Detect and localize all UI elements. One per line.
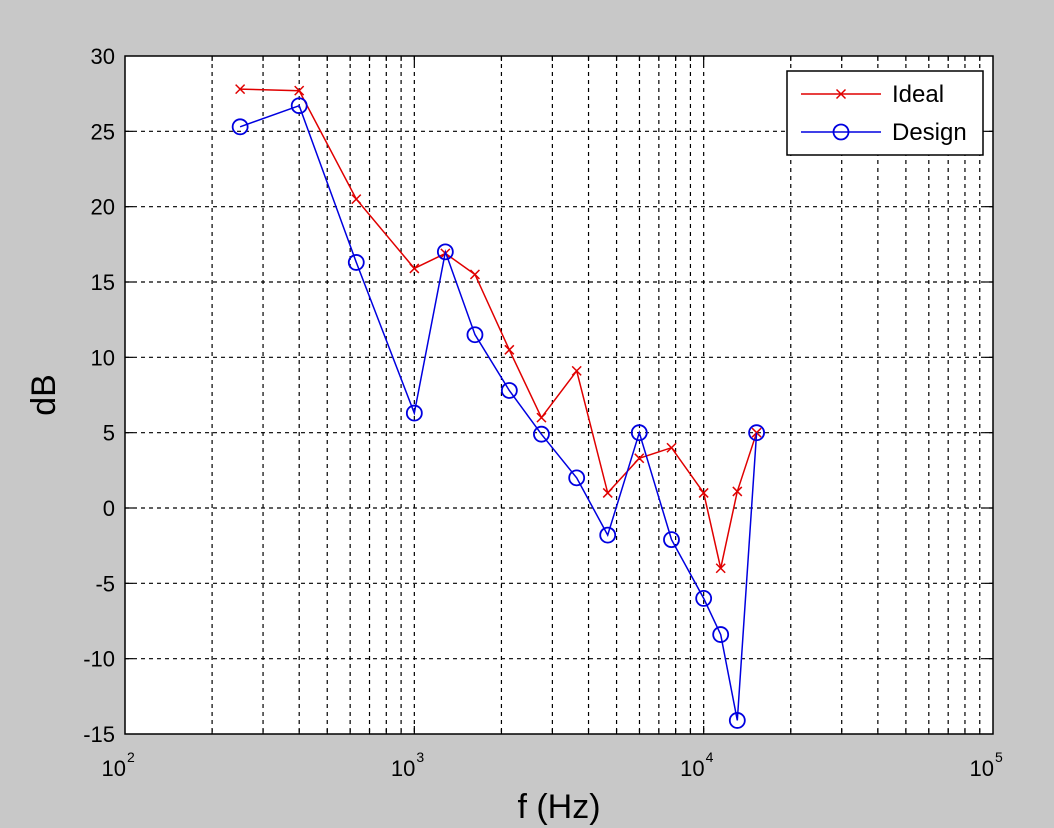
point-design — [290, 97, 308, 115]
y-tick-label: -5 — [95, 571, 115, 596]
series-line-design — [239, 104, 758, 721]
legend-label-ideal: Ideal — [892, 81, 944, 108]
point-ideal — [351, 194, 362, 205]
point-design — [347, 254, 365, 271]
point-design — [436, 243, 454, 261]
y-tick-label: 25 — [91, 119, 115, 144]
x-tick-label: 10 4 — [680, 749, 713, 781]
point-design — [405, 404, 423, 422]
x-tick-label: 10 2 — [102, 749, 135, 781]
x-tick-label: 10 5 — [970, 749, 1003, 781]
point-ideal — [698, 487, 709, 498]
x-axis-title: f (Hz) — [517, 788, 600, 826]
point-design — [663, 531, 680, 549]
point-design — [533, 425, 550, 443]
point-ideal — [666, 442, 677, 453]
legend-marker-ideal — [835, 88, 847, 100]
point-ideal — [634, 453, 645, 464]
y-tick-label: 0 — [103, 496, 115, 521]
point-design — [568, 469, 586, 487]
legend-marker-design — [832, 123, 850, 141]
point-design — [599, 526, 617, 544]
x-tick-label-exponent: 4 — [706, 749, 714, 765]
y-tick-labels: 30 25 20 15 10 5 0 -5 -10 -15 — [83, 44, 115, 747]
point-ideal — [409, 263, 420, 274]
point-ideal — [504, 344, 515, 355]
y-tick-label: 5 — [103, 421, 115, 446]
series-layer — [231, 84, 766, 729]
point-design — [630, 424, 648, 442]
x-tick-label-exponent: 3 — [416, 749, 424, 765]
point-ideal — [715, 563, 726, 574]
x-tick-label-base: 10 — [970, 756, 994, 781]
tick-marks — [125, 56, 993, 734]
legend: Ideal Design — [786, 70, 984, 156]
point-ideal — [294, 85, 305, 96]
series-line-ideal — [240, 88, 758, 569]
x-tick-labels: 10 2 10 3 10 4 10 5 — [102, 749, 1003, 781]
x-tick-label-exponent: 5 — [995, 749, 1003, 765]
legend-entry-ideal: Ideal — [801, 81, 944, 108]
point-design — [500, 382, 518, 399]
x-tick-label: 10 3 — [391, 749, 424, 781]
point-ideal — [732, 486, 743, 497]
point-ideal — [469, 269, 480, 280]
y-axis-title: dB — [25, 374, 63, 416]
grid — [125, 56, 993, 734]
point-design — [695, 590, 713, 607]
x-tick-label-base: 10 — [102, 756, 126, 781]
legend-label-design: Design — [892, 119, 967, 146]
point-design — [748, 424, 766, 442]
y-tick-label: 20 — [91, 195, 115, 220]
series-design — [231, 97, 766, 729]
point-ideal — [536, 412, 547, 423]
x-tick-label-base: 10 — [391, 756, 415, 781]
point-ideal — [751, 427, 762, 438]
y-tick-label: 15 — [91, 270, 115, 295]
legend-box — [786, 70, 984, 156]
point-ideal — [602, 487, 613, 498]
y-tick-label: 10 — [91, 345, 115, 370]
point-ideal — [571, 365, 582, 376]
y-tick-label: 30 — [91, 44, 115, 69]
legend-entry-design: Design — [801, 119, 967, 146]
y-tick-label: -10 — [83, 647, 115, 672]
point-design — [728, 712, 746, 729]
axes-box — [124, 55, 994, 735]
y-tick-label: -15 — [83, 722, 115, 747]
x-tick-label-exponent: 2 — [127, 749, 135, 765]
point-design — [466, 326, 484, 344]
point-ideal — [235, 84, 246, 95]
point-design — [231, 118, 249, 136]
x-tick-label-base: 10 — [680, 756, 704, 781]
point-design — [712, 626, 730, 643]
